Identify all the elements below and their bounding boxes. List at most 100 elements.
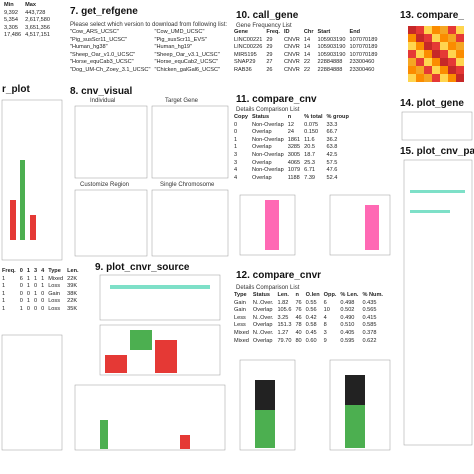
cell: "Sheep_Oar_v1.0_UCSC" [70,51,136,58]
cell: 3 [323,329,327,336]
row: "Pig_susScr11_UCSC" "Pig_susScr11_EVS" [68,37,222,45]
heat-cell [408,66,416,74]
cell: SNAP29 [234,59,256,66]
heat-cell [424,50,432,58]
row: 5,354 2,617,580 [2,17,52,25]
heat-cell [456,34,464,42]
heat-cell [432,58,440,66]
options: "Cow_ARS_UCSC" "Cow_UMD_UCSC" "Pig_susScr1… [68,29,222,75]
row: 1 0 1 0 1 Loss 39K [0,283,81,291]
heat-cell [456,42,464,50]
header-cell: Len. [277,292,289,298]
heat-cell [432,34,440,42]
cell: 0.435 [362,299,377,306]
row: MIR5195 29 CNVR 14 105903190 107070189 [232,52,380,60]
table: Min Max 9,392 443,728 5,354 2,617,580 3,305 3,6… [2,2,52,40]
row: Mixed N..Over. 1.27 40 0.45 3 0.405 0.378 [232,330,385,338]
cell: 6 [19,275,23,282]
header-cell: % Len. [340,292,359,298]
cell: 23300460 [349,59,375,66]
header-cell: Freq. [2,268,16,274]
cnv-table: Copy Status n% total% group 0 Non-Overlap 12 0… [232,114,351,182]
cell: 22884888 [317,66,343,73]
cell: 17,486 [4,32,22,39]
sub-title: Target Gene [165,98,199,104]
cell: 0.565 [362,307,377,314]
heat-cell [448,66,456,74]
cell: "Pig_susScr11_EVS" [154,36,207,43]
cell: 1 [2,305,6,312]
cell: 1861 [287,136,301,143]
cell: 39K [67,283,78,290]
row: Mixed Overlap 79.70 80 0.60 9 0.595 0.622 [232,338,385,346]
cell: N..Over. [252,299,274,306]
cell: 0.415 [362,314,377,321]
cell: LINC00226 [234,44,263,51]
cell: 0.60 [305,337,317,344]
cell: 105.6 [277,307,292,314]
cell: 9 [323,337,327,344]
cell: CNVR [284,51,300,58]
row: 17,486 4,517,151 [2,32,52,40]
cell: 4 [323,314,327,321]
heat-cell [440,42,448,50]
cell: 1 [33,275,38,282]
cell: Non-Overlap [251,151,284,158]
cell: 0 [19,283,23,290]
header-row: Gene Freq. ID Chr Start End [232,29,380,37]
cell: 78 [295,322,302,329]
cell: CNVR [284,66,300,73]
cell: "Cow_UMD_UCSC" [154,29,205,35]
cell: N..Over. [252,314,274,321]
cell: "Dog_UM-Ch_Zoey_3.1_UCSC" [70,66,151,73]
row: "Human_hg38" "Human_hg19" [68,44,222,52]
cell: "Sheep_Oar_v3.1_UCSC" [154,51,220,58]
row: RAB36 26 CNVR 22 22884888 23300460 [232,67,380,75]
header-cell: Copy [234,114,248,120]
cell: 0.585 [362,322,377,329]
cell: "Human_hg19" [154,44,193,51]
cell: Overlap [251,129,272,136]
cell: Gain [234,299,246,306]
row: 3,305 3,651,356 [2,25,52,33]
row: Less N..Over. 3.25 46 0.42 4 0.490 0.415 [232,315,385,323]
cell: 47.6 [326,167,338,174]
cell: 27 [266,59,273,66]
cell: Gain [234,307,246,314]
cell: Overlap [252,307,273,314]
cell: 5,354 [4,17,18,24]
header-cell: Type [48,268,61,274]
cell: 57.5 [326,159,338,166]
cell: 107070189 [349,51,378,58]
cell: 0.075 [304,121,319,128]
cell: 3005 [287,151,301,158]
gene-table: Gene Freq. ID Chr Start End LINC00221 29 CNVR 14 1… [232,29,380,75]
heat-cell [408,42,416,50]
cell: "Human_hg38" [70,44,108,51]
cell: 9,392 [4,9,18,16]
cell: 14 [303,36,311,43]
cell: 0.622 [362,337,377,344]
header-cell: Opp. [323,292,337,298]
cell: Overlap [252,322,273,329]
cell: Less [234,314,246,321]
heat-cell [432,26,440,34]
cell: 14 [303,44,311,51]
header-cell: Start [317,29,331,35]
cell: 22884888 [317,59,343,66]
cell: 40 [295,329,302,336]
cell: 3.25 [277,314,289,321]
cell: 12 [287,121,294,128]
panel-title: 15. plot_cnv_pa [400,146,474,157]
cell: 0 [33,305,38,312]
cell: CNVR [284,44,300,51]
cell: 25.3 [304,159,316,166]
heat-cell [440,34,448,42]
header-cell: Freq. [266,29,280,35]
cell: "Pig_susScr11_UCSC" [70,36,128,43]
heat-cell [432,42,440,50]
cell: 4 [234,174,238,181]
cell: 1 [234,136,238,143]
heat-cell [408,58,416,66]
